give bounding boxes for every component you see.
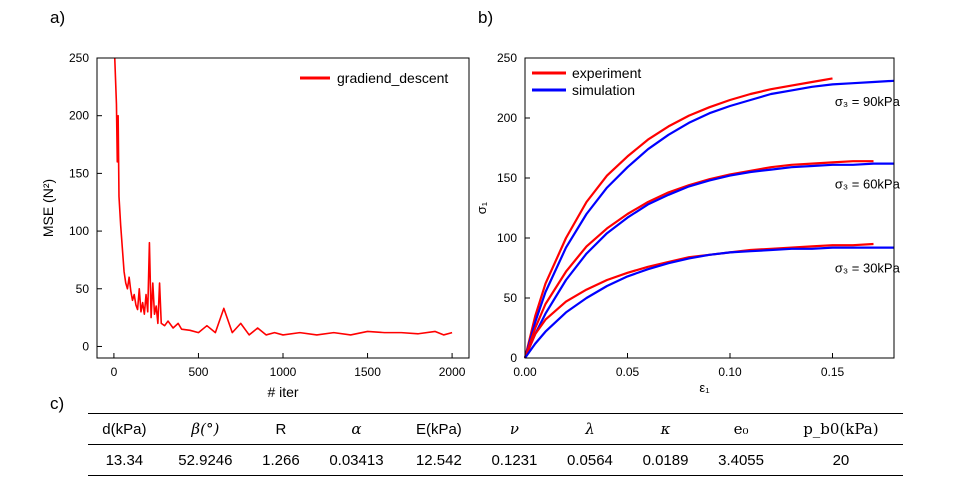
y-axis-label: MSE (N²) [40, 179, 56, 237]
parameter-header: ν [509, 420, 519, 438]
parameter-value: 3.4055 [718, 451, 764, 469]
parameter-header: R [275, 420, 287, 438]
panel-label-a: a) [50, 8, 66, 27]
x-axis-label: # iter [267, 384, 298, 400]
parameter-value: 0.1231 [491, 451, 538, 469]
x-tick-label: 0 [111, 365, 118, 379]
parameter-value: 1.266 [262, 451, 300, 469]
y-tick-label: 250 [69, 51, 89, 65]
series-line-gradiend-descent [113, 57, 453, 336]
parameter-header: λ [585, 420, 595, 438]
parameter-header: α [351, 420, 362, 438]
parameter-header: κ [660, 420, 671, 438]
parameter-header: p_b0(kPa) [803, 420, 879, 438]
x-tick-label: 1500 [354, 365, 381, 379]
parameter-value: 52.9246 [178, 451, 233, 469]
plot-frame [96, 57, 470, 359]
parameter-value: 0.0189 [642, 451, 689, 469]
parameter-value: 0.03413 [329, 451, 384, 469]
y-tick-label: 100 [69, 224, 89, 238]
parameter-value: 13.34 [105, 451, 144, 469]
panel-label-c: c) [50, 394, 65, 413]
parameter-value: 20 [832, 451, 850, 469]
panel-label-b: b) [478, 8, 494, 27]
x-tick-label: 2000 [439, 365, 466, 379]
y-tick-label: 50 [76, 282, 90, 296]
parameter-value: 12.542 [415, 451, 462, 469]
parameter-header: β(°) [191, 420, 220, 438]
y-tick-label: 200 [69, 109, 89, 123]
parameters-value-row: 13.34 52.9246 1.266 0.03413 12.542 0.1231 0.05… [88, 445, 903, 476]
parameter-header: e₀ [733, 420, 749, 438]
y-tick-label: 150 [69, 166, 89, 180]
legend-label-gradiend-descent: gradiend_descent [337, 70, 448, 86]
y-tick-label: 0 [82, 339, 89, 353]
x-tick-label: 1000 [270, 365, 297, 379]
x-tick-label: 500 [188, 365, 208, 379]
parameter-value: 0.0564 [567, 451, 613, 469]
parameter-header: E(kPa) [415, 420, 462, 438]
parameter-header: d(kPa) [102, 420, 147, 438]
